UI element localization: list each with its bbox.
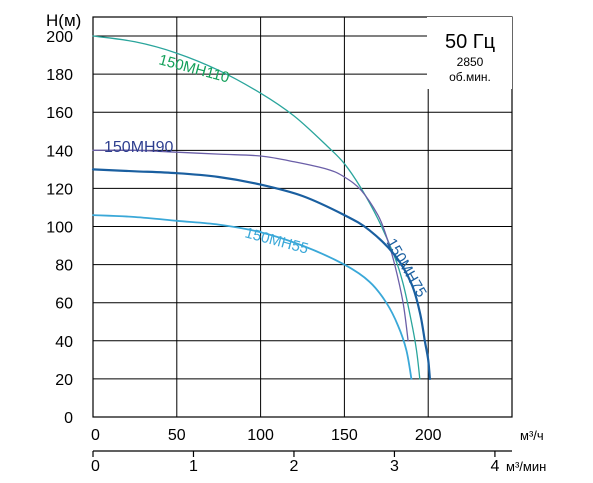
x2-tick-label: 2 <box>290 458 299 475</box>
x2-tick-label: 0 <box>91 458 100 475</box>
curve-150mh55 <box>92 214 413 380</box>
y-tick-label: 40 <box>55 334 73 351</box>
y-tick-label: 180 <box>46 67 73 84</box>
secondary-x-axis: 0 1 2 3 4 <box>91 450 512 475</box>
y-tick-label: 0 <box>64 410 73 427</box>
x-tick-labels: 0 50 100 150 200 <box>91 427 442 444</box>
x-tick-label: 200 <box>415 427 442 444</box>
curves <box>91 35 431 380</box>
x-axis-label: м³/ч <box>520 428 544 443</box>
x-tick-label: 100 <box>247 427 274 444</box>
y-tick-label: 60 <box>55 296 73 313</box>
series-label-150mh90: 150MH90 <box>104 139 173 156</box>
curve-150mh75 <box>91 168 431 380</box>
y-tick-label: 80 <box>55 258 73 275</box>
y-tick-label: 120 <box>46 181 73 198</box>
y-axis-label: H(м) <box>46 11 81 30</box>
x-tick-label: 150 <box>331 427 358 444</box>
y-tick-label: 200 <box>46 29 73 46</box>
x2-tick-label: 3 <box>390 458 399 475</box>
y-tick-labels: 0 20 40 60 80 100 120 140 160 180 200 <box>46 29 73 427</box>
info-box <box>427 17 512 89</box>
x-tick-label: 0 <box>91 427 100 444</box>
rpm-unit-label: об.мин. <box>449 70 491 84</box>
x2-tick-label: 4 <box>490 458 499 475</box>
y-tick-label: 140 <box>46 143 73 160</box>
x2-tick-label: 1 <box>189 458 198 475</box>
rpm-label: 2850 <box>457 55 484 69</box>
y-tick-label: 20 <box>55 372 73 389</box>
x2-axis-label: м³/мин <box>506 459 546 474</box>
x-tick-label: 50 <box>168 427 186 444</box>
curve-150mh110 <box>92 35 421 380</box>
grid <box>92 16 513 418</box>
y-tick-label: 100 <box>46 220 73 237</box>
curve-150mh90 <box>92 149 409 342</box>
y-tick-label: 160 <box>46 105 73 122</box>
frequency-label: 50 Гц <box>445 31 495 53</box>
plot-frame <box>92 16 513 418</box>
